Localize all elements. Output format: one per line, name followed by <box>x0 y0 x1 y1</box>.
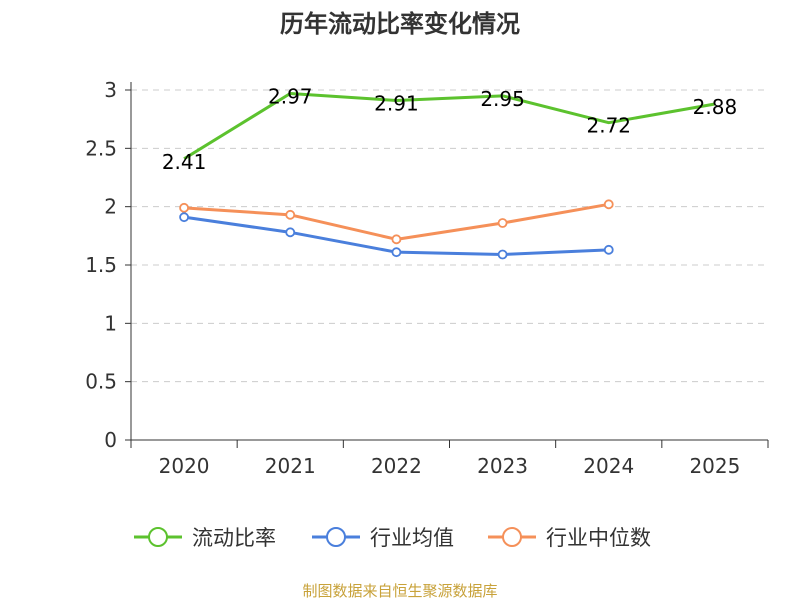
data-point <box>391 247 402 258</box>
y-tick-label: 2 <box>104 195 117 219</box>
data-labels: 2.41 2.97 2.91 2.95 2.72 2.88 <box>162 85 737 174</box>
source-note: 制图数据来自恒生聚源数据库 <box>302 582 497 600</box>
x-tick-label: 2024 <box>583 454 634 478</box>
data-point <box>285 227 296 238</box>
y-tick-label: 1.5 <box>85 253 117 277</box>
y-tick-label: 3 <box>104 78 117 102</box>
legend-item-0[interactable]: 流动比率 <box>134 526 276 550</box>
legend-label: 行业均值 <box>370 526 454 550</box>
legend[interactable]: 流动比率 行业均值 行业中位数 <box>134 526 651 550</box>
legend-marker <box>502 527 522 547</box>
x-tick-label: 2022 <box>371 454 422 478</box>
data-point <box>497 218 508 228</box>
y-tick-label: 2.5 <box>85 136 117 160</box>
x-tick-label: 2021 <box>265 454 316 478</box>
x-tick-label: 2020 <box>159 454 210 478</box>
data-point <box>179 202 189 213</box>
legend-marker <box>148 527 168 547</box>
data-label: 2.97 <box>268 85 313 109</box>
data-point <box>603 199 614 210</box>
series-line-2 <box>183 202 610 241</box>
data-point <box>603 244 614 255</box>
data-label: 2.95 <box>480 87 525 111</box>
x-tick-label: 2023 <box>477 454 528 478</box>
data-label: 2.91 <box>374 92 419 116</box>
y-tick-label: 0 <box>104 428 117 452</box>
chart-title: 历年流动比率变化情况 <box>280 10 520 38</box>
legend-item-1[interactable]: 行业均值 <box>312 526 454 550</box>
series-layer <box>179 92 716 260</box>
legend-label: 流动比率 <box>192 526 276 550</box>
legend-label: 行业中位数 <box>546 526 651 550</box>
data-label: 2.41 <box>162 150 207 174</box>
data-label: 2.88 <box>693 95 738 119</box>
axes: 0 0.5 1 1.5 2 2.5 3 2020 2021 2022 2023 2024 2025 <box>85 78 769 478</box>
data-point <box>179 212 189 223</box>
series-line-0 <box>183 92 716 161</box>
data-label: 2.72 <box>586 114 631 138</box>
legend-item-2[interactable]: 行业中位数 <box>488 526 651 550</box>
data-point <box>391 234 402 245</box>
y-tick-label: 0.5 <box>85 370 117 394</box>
x-tick-label: 2025 <box>689 454 740 478</box>
grid-lines <box>131 89 768 383</box>
data-point <box>285 209 296 220</box>
legend-marker <box>326 527 346 547</box>
data-point <box>497 249 508 260</box>
y-tick-label: 1 <box>104 311 117 335</box>
